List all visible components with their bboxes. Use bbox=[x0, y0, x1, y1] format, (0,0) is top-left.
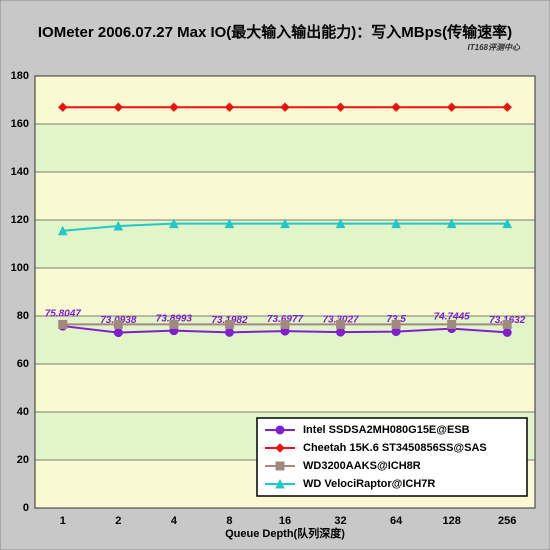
y-tick-label: 20 bbox=[17, 454, 29, 466]
data-label: 73.5 bbox=[386, 314, 406, 325]
x-tick-label: 2 bbox=[115, 515, 121, 527]
legend-marker bbox=[275, 478, 285, 489]
x-tick-label: 4 bbox=[171, 515, 178, 527]
point bbox=[58, 319, 68, 329]
y-tick-label: 100 bbox=[11, 262, 29, 274]
point bbox=[502, 102, 512, 112]
point bbox=[57, 225, 68, 236]
point bbox=[391, 218, 401, 229]
point bbox=[446, 218, 457, 229]
point bbox=[447, 319, 457, 329]
x-tick-label: 32 bbox=[334, 515, 346, 527]
point bbox=[502, 327, 512, 337]
data-label: 75.8047 bbox=[45, 309, 82, 320]
point bbox=[335, 218, 346, 229]
point bbox=[169, 319, 179, 329]
plot-frame bbox=[34, 75, 536, 509]
y-tick-label: 140 bbox=[11, 166, 29, 178]
legend-frame bbox=[256, 417, 528, 497]
point bbox=[502, 319, 512, 329]
point bbox=[391, 319, 401, 329]
point bbox=[113, 328, 123, 338]
x-tick-label: 256 bbox=[498, 515, 516, 527]
legend-label: Intel SSDSA2MH080G15E@ESB bbox=[303, 424, 470, 436]
y-tick-label: 160 bbox=[11, 118, 29, 130]
point bbox=[113, 319, 123, 329]
legend-marker bbox=[275, 443, 285, 453]
data-label: 74.7445 bbox=[434, 311, 471, 322]
point bbox=[58, 102, 68, 112]
point bbox=[224, 102, 235, 112]
point bbox=[169, 102, 179, 112]
point bbox=[224, 319, 234, 329]
legend-label: WD VelociRaptor@ICH7R bbox=[303, 478, 435, 490]
point bbox=[335, 102, 346, 112]
x-tick-label: 8 bbox=[226, 515, 232, 527]
point bbox=[280, 102, 290, 112]
point bbox=[280, 319, 290, 329]
x-tick-label: 64 bbox=[390, 515, 403, 527]
data-label: 73.8993 bbox=[156, 313, 193, 324]
legend-label: Cheetah 15K.6 ST3450856SS@SAS bbox=[303, 442, 487, 454]
point bbox=[113, 102, 124, 112]
plot-band bbox=[35, 364, 535, 412]
y-tick-label: 80 bbox=[17, 310, 29, 322]
source: IT168评测中心 bbox=[468, 43, 521, 52]
legend-marker bbox=[275, 461, 285, 471]
y-tick-label: 180 bbox=[11, 70, 29, 82]
chart-title: IOMeter 2006.07.27 Max IO(最大输入输出能力)：写入MB… bbox=[38, 23, 512, 41]
y-tick-label: 120 bbox=[11, 214, 29, 226]
point bbox=[336, 319, 346, 329]
legend-label: WD3200AAKS@ICH8R bbox=[303, 460, 421, 472]
plot-band bbox=[35, 268, 535, 316]
point bbox=[446, 102, 457, 112]
x-axis-title: Queue Depth(队列深度) bbox=[225, 526, 345, 540]
point bbox=[224, 327, 234, 337]
point bbox=[336, 327, 346, 337]
point bbox=[280, 218, 290, 229]
plot-band bbox=[35, 124, 535, 172]
point bbox=[502, 218, 513, 229]
data-label: 73.6977 bbox=[267, 314, 304, 325]
y-tick-label: 60 bbox=[17, 358, 29, 370]
x-tick-label: 1 bbox=[60, 515, 66, 527]
x-tick-label: 16 bbox=[279, 515, 291, 527]
y-tick-label: 0 bbox=[23, 502, 29, 514]
x-tick-label: 128 bbox=[442, 515, 460, 527]
point bbox=[224, 218, 235, 229]
y-tick-label: 40 bbox=[17, 406, 29, 418]
plot-band bbox=[35, 76, 535, 124]
point bbox=[169, 218, 179, 229]
point bbox=[391, 102, 401, 112]
point bbox=[113, 220, 124, 231]
legend-marker bbox=[275, 425, 285, 435]
plot-band bbox=[35, 172, 535, 220]
